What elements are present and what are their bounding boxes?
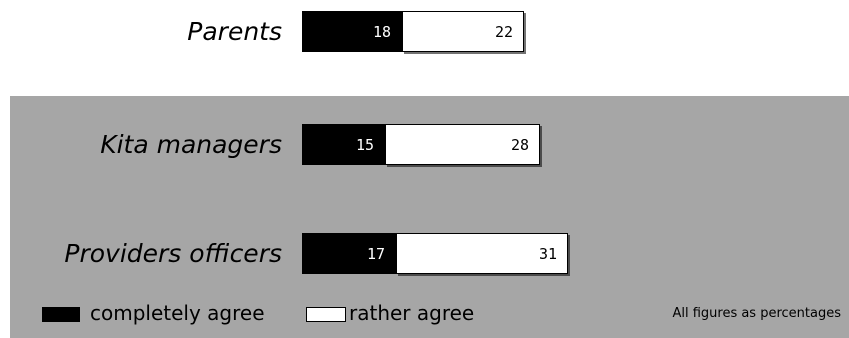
- data-label: 28: [510, 136, 529, 154]
- figures-note: All figures as percentages: [672, 306, 841, 321]
- bar-segment-completely-agree: 18: [302, 11, 402, 52]
- legend-label-rather-agree: rather agree: [349, 301, 475, 325]
- bar-segment-completely-agree: 17: [302, 233, 396, 274]
- legend-swatch-rather-agree: [306, 307, 346, 322]
- category-label: Kita managers: [100, 130, 282, 159]
- data-label: 18: [372, 23, 391, 41]
- legend-swatch-completely-agree: [42, 307, 80, 322]
- bar-segment-rather-agree: 28: [385, 124, 540, 165]
- data-label: 15: [355, 136, 374, 154]
- data-label: 17: [366, 245, 385, 263]
- data-label: 22: [494, 23, 513, 41]
- bar-segment-rather-agree: 31: [396, 233, 568, 274]
- bar-segment-completely-agree: 15: [302, 124, 385, 165]
- category-label: Providers officers: [64, 239, 282, 268]
- category-label: Parents: [187, 17, 282, 46]
- legend-label-completely-agree: completely agree: [90, 301, 265, 325]
- bar-segment-rather-agree: 22: [402, 11, 524, 52]
- data-label: 31: [538, 245, 557, 263]
